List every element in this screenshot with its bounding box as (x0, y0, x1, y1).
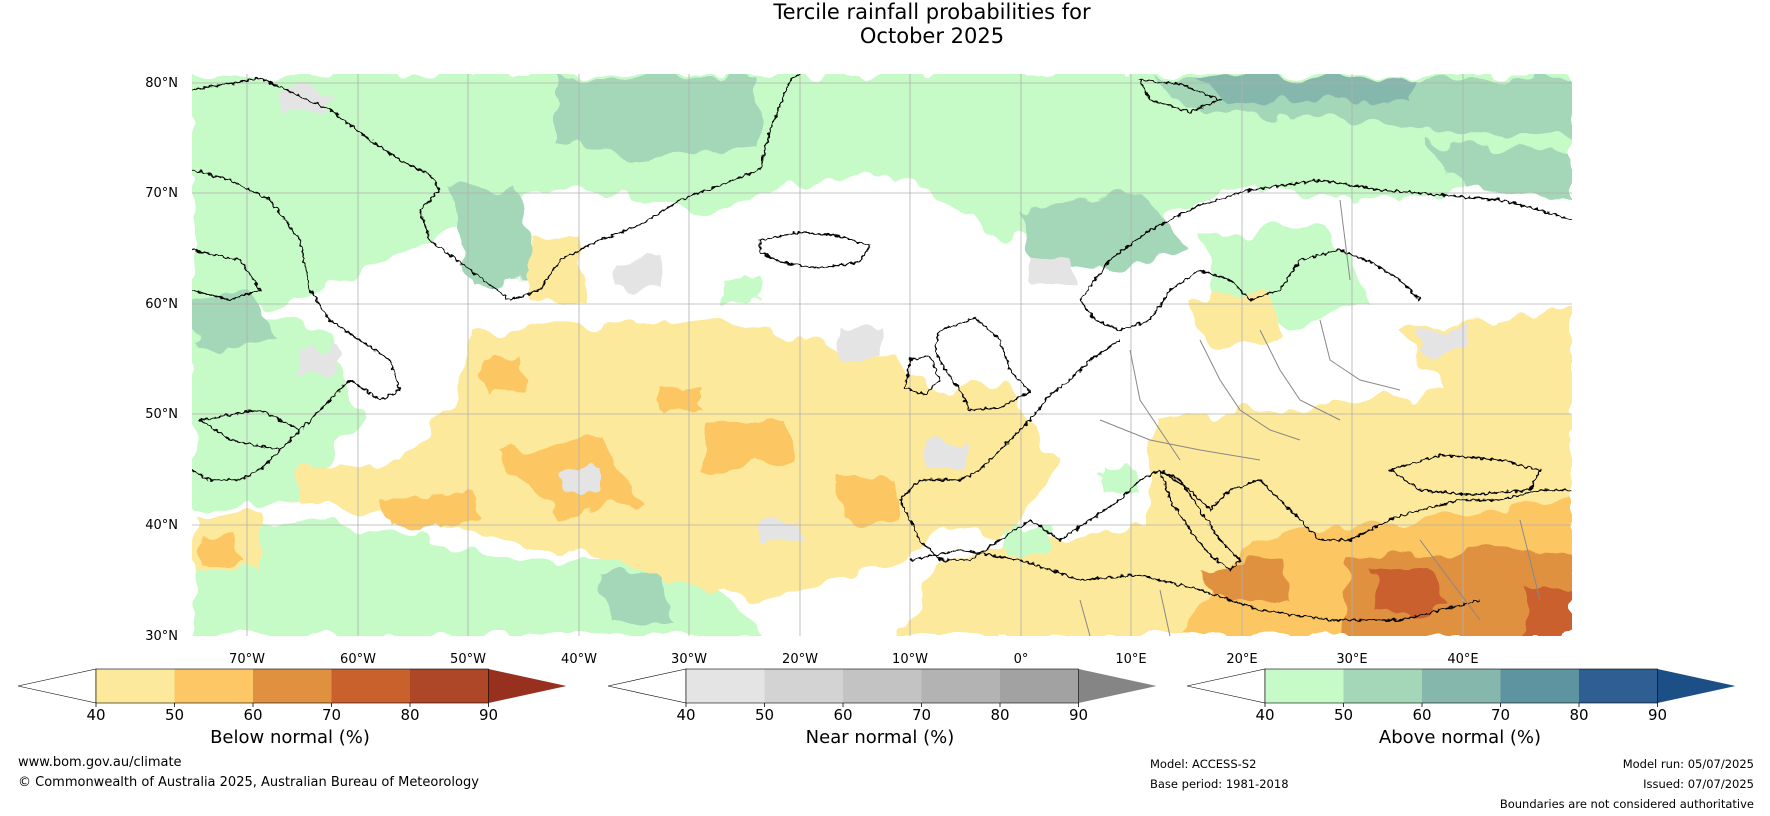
longitude-label: 20°W (782, 652, 818, 667)
colorbar-segment (253, 669, 332, 703)
colorbar-tick-label: 60 (1412, 706, 1431, 724)
colorbar-tick-label: 60 (243, 706, 262, 724)
coast-baffin (192, 249, 262, 301)
colorbar-0: 40 50 60 70 80 90 (17, 668, 567, 724)
chart-title: Tercile rainfall probabilities for Octob… (680, 0, 1184, 48)
coast-north-africa (909, 549, 1481, 621)
longitude-label: 50°W (450, 652, 486, 667)
colorbar-lower-extend (1186, 668, 1266, 704)
longitude-label: 60°W (340, 652, 376, 667)
colorbar-segment (686, 669, 765, 703)
footer-disclaimer: Boundaries are not considered authoritat… (1499, 797, 1754, 811)
colorbar-tick-label: 90 (479, 706, 498, 724)
coast-newfoundland (198, 409, 302, 451)
footer-model-run: Model run: 05/07/2025 (1622, 757, 1754, 771)
colorbar-1: 40 50 60 70 80 90 (607, 668, 1157, 724)
latitude-label: 80°N (145, 76, 178, 91)
colorbar-tick-label: 80 (1569, 706, 1588, 724)
colorbar-tick-label: 90 (1648, 706, 1667, 724)
map-area (192, 74, 1572, 636)
colorbar-tick-label: 70 (322, 706, 341, 724)
colorbar-upper-extend (1078, 669, 1157, 703)
probability-field-detail (300, 276, 1140, 557)
colorbar-segment (921, 669, 1000, 703)
colorbar-tick-label: 60 (833, 706, 852, 724)
colorbar-tick-label: 80 (400, 706, 419, 724)
colorbar-title-above: Above normal (%) (1378, 727, 1542, 748)
latitude-label: 50°N (145, 407, 178, 422)
colorbar-tick-label: 50 (755, 706, 774, 724)
coast-great-britain (934, 317, 1032, 411)
latitude-labels: 80°N 70°N 60°N 50°N 40°N 30°N (145, 76, 178, 644)
colorbar-upper-extend (1657, 669, 1736, 703)
colorbar-title-near: Near normal (%) (805, 727, 955, 748)
colorbar-frame (95, 668, 489, 704)
title-line-1: Tercile rainfall probabilities for (773, 0, 1091, 24)
colorbar-segment (1422, 669, 1501, 703)
longitude-label: 10°E (1115, 652, 1146, 667)
colorbar-segment (96, 669, 175, 703)
colorbar-segment (174, 669, 253, 703)
coast-canada (192, 169, 401, 481)
longitude-label: 70°W (229, 652, 265, 667)
coast-greenland (192, 74, 801, 301)
colorbar-segment (1000, 669, 1079, 703)
longitude-label: 0° (1014, 652, 1029, 667)
footer-issued: Issued: 07/07/2025 (1643, 777, 1754, 791)
longitude-label: 10°W (892, 652, 928, 667)
coast-europe (899, 339, 1572, 561)
coast-norway (1079, 179, 1572, 301)
colorbar-segment (1579, 669, 1658, 703)
colorbars: 40 50 60 70 80 90 40 50 60 70 80 90 40 50 60 70 80 90 (17, 668, 1736, 724)
colorbar-tick-label: 40 (1255, 706, 1274, 724)
country-borders (1079, 199, 1541, 636)
colorbar-tick-label: 70 (912, 706, 931, 724)
footer-model: Model: ACCESS-S2 (1150, 757, 1257, 771)
colorbar-segment (1500, 669, 1579, 703)
coast-ireland (904, 355, 941, 396)
colorbar-segment (843, 669, 922, 703)
colorbar-tick-label: 40 (676, 706, 695, 724)
graticule (192, 74, 1572, 636)
colorbar-tick-label: 50 (1334, 706, 1353, 724)
colorbar-lower-extend (607, 668, 687, 704)
title-line-2: October 2025 (859, 24, 1005, 48)
colorbar-title-below: Below normal (%) (210, 727, 370, 748)
coast-baltic (1079, 249, 1421, 331)
colorbar-2: 40 50 60 70 80 90 (1186, 668, 1736, 724)
colorbar-tick-label: 70 (1491, 706, 1510, 724)
colorbar-lower-extend (17, 668, 97, 704)
longitude-label: 30°W (671, 652, 707, 667)
colorbar-tick-label: 40 (86, 706, 105, 724)
longitude-label: 30°E (1336, 652, 1367, 667)
coast-svalbard (1138, 79, 1222, 113)
colorbar-tick-label: 90 (1069, 706, 1088, 724)
longitude-label: 20°E (1226, 652, 1257, 667)
footer-website: www.bom.gov.au/climate (18, 755, 182, 770)
colorbar-segment (410, 669, 489, 703)
colorbar-segment (1265, 669, 1344, 703)
colorbar-tick-label: 80 (990, 706, 1009, 724)
latitude-label: 30°N (145, 629, 178, 644)
coastlines (192, 74, 1572, 621)
longitude-labels: 70°W 60°W 50°W 40°W 30°W 20°W 10°W 0° 10°E 20°E 30… (229, 652, 1479, 667)
coast-italy (1158, 468, 1241, 571)
latitude-label: 40°N (145, 518, 178, 533)
coast-black-sea (1388, 454, 1542, 496)
colorbar-segment (331, 669, 410, 703)
colorbar-upper-extend (488, 669, 567, 703)
longitude-label: 40°E (1447, 652, 1478, 667)
coast-iceland (759, 231, 872, 269)
colorbar-tick-label: 50 (165, 706, 184, 724)
colorbar-segment (764, 669, 843, 703)
footer-base-period: Base period: 1981-2018 (1150, 777, 1289, 791)
colorbar-frame (1264, 668, 1658, 704)
colorbar-segment (1343, 669, 1422, 703)
longitude-label: 40°W (561, 652, 597, 667)
footer-copyright: © Commonwealth of Australia 2025, Austra… (18, 775, 479, 790)
latitude-label: 70°N (145, 186, 178, 201)
latitude-label: 60°N (145, 297, 178, 312)
colorbar-frame (685, 668, 1079, 704)
